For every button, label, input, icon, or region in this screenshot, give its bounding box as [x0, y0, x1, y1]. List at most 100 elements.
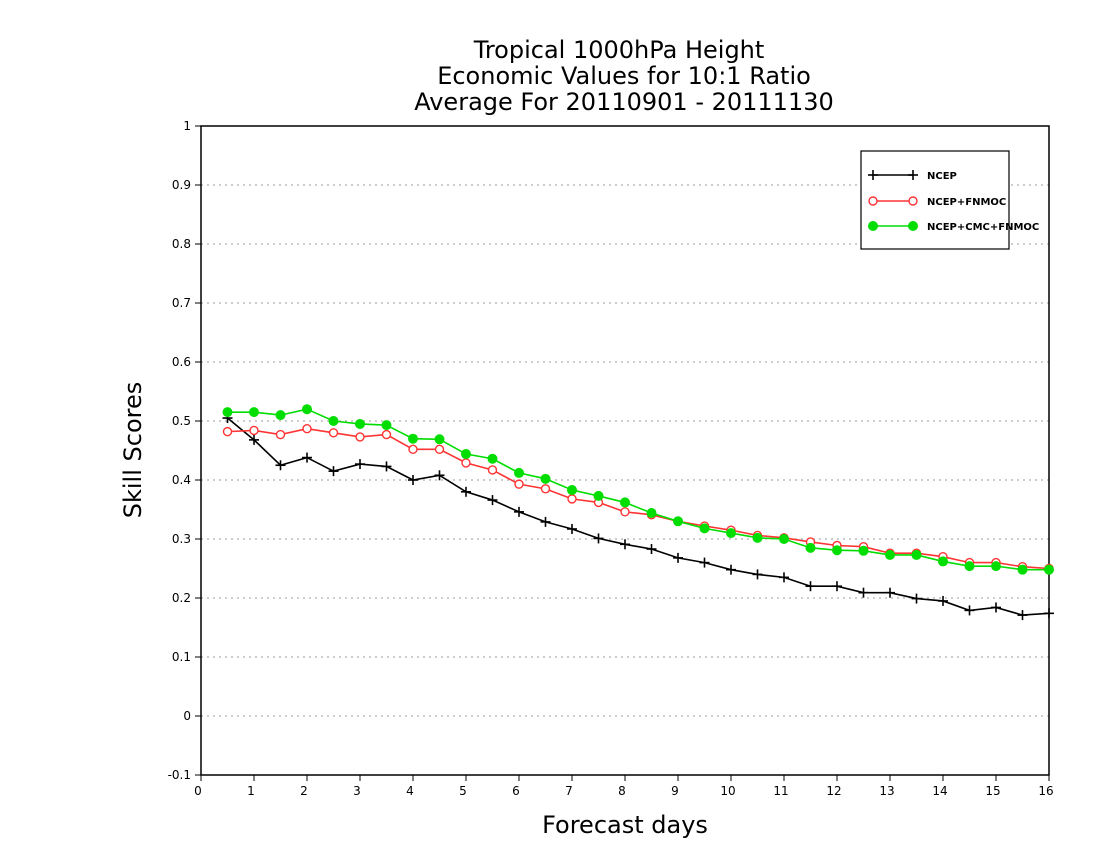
data-point-ncep	[355, 459, 365, 470]
data-point-ncep	[964, 605, 975, 616]
data-point-ncep-cmc-fnmoc	[487, 453, 498, 464]
x-tick-label: 1	[247, 784, 255, 798]
data-point-ncep-cmc-fnmoc	[911, 549, 922, 560]
data-point-ncep	[487, 495, 498, 506]
data-point-ncep-cmc-fnmoc	[673, 516, 683, 527]
data-point-ncep-cmc-fnmoc	[832, 545, 842, 556]
y-tick-label: 0.1	[172, 650, 191, 664]
data-point-ncep	[567, 523, 577, 534]
x-tick-label: 8	[618, 784, 626, 798]
data-point-ncep-fnmoc	[408, 444, 418, 455]
data-point-ncep	[540, 516, 551, 527]
data-point-ncep-cmc-fnmoc	[938, 556, 948, 567]
data-point-ncep	[752, 569, 763, 580]
x-tick-label: 5	[459, 784, 467, 798]
x-tick-label: 9	[671, 784, 679, 798]
data-point-ncep-fnmoc	[434, 444, 445, 455]
y-tick-label: 0.3	[172, 532, 191, 546]
legend-marker	[908, 196, 918, 206]
data-point-ncep	[779, 572, 789, 583]
y-tick-label: 0.4	[172, 473, 191, 487]
series-line-ncep	[226, 417, 1050, 616]
data-point-ncep-cmc-fnmoc	[646, 508, 657, 519]
data-point-ncep	[673, 552, 683, 563]
data-point-ncep	[434, 470, 445, 481]
x-tick-label: 12	[826, 784, 841, 798]
data-point-ncep-cmc-fnmoc	[1017, 564, 1028, 575]
data-point-ncep	[461, 486, 471, 497]
y-axis-title: Skill Scores	[119, 382, 147, 519]
data-point-ncep-cmc-fnmoc	[964, 561, 975, 572]
data-point-ncep-cmc-fnmoc	[355, 418, 365, 429]
series-ncep-cmc-fnmoc	[222, 404, 1054, 575]
x-axis: 0 1 2 3 4 5 6 7 8 9 10 11 12 13 14 15 16	[194, 775, 1054, 798]
data-point-ncep	[275, 460, 286, 471]
legend-marker	[908, 221, 918, 231]
x-tick-label: 15	[985, 784, 1000, 798]
data-point-ncep-cmc-fnmoc	[514, 467, 524, 478]
grid	[201, 184, 1049, 717]
data-point-ncep-fnmoc	[461, 458, 471, 468]
data-point-ncep	[593, 533, 604, 544]
legend-item-ncep-fnmoc: NCEP+FNMOC	[868, 196, 1006, 208]
data-point-ncep-fnmoc	[328, 428, 339, 438]
y-tick-label: 0.5	[172, 414, 191, 428]
data-point-ncep-cmc-fnmoc	[593, 490, 604, 501]
y-tick-label: 0.2	[172, 591, 191, 605]
data-point-ncep	[699, 557, 710, 568]
title-line-1: Tropical 1000hPa Height	[473, 36, 765, 64]
y-tick-label: 0.9	[172, 178, 191, 192]
data-point-ncep-cmc-fnmoc	[752, 532, 763, 543]
data-point-ncep-cmc-fnmoc	[567, 485, 577, 496]
legend-label: NCEP	[927, 171, 957, 182]
x-tick-label: 6	[512, 784, 520, 798]
data-point-ncep-cmc-fnmoc	[222, 407, 233, 418]
legend: NCEP NCEP+FNMOC NCEP+CMC+FNMOC	[860, 150, 1039, 250]
data-point-ncep-cmc-fnmoc	[620, 497, 630, 508]
data-point-ncep-fnmoc	[514, 479, 524, 489]
data-point-ncep	[805, 581, 816, 592]
data-point-ncep	[1017, 610, 1028, 621]
x-axis-title: Forecast days	[542, 811, 708, 839]
data-point-ncep-fnmoc	[302, 423, 312, 434]
data-point-ncep-cmc-fnmoc	[805, 542, 816, 553]
x-tick-label: 16	[1038, 784, 1053, 798]
data-point-ncep-fnmoc	[249, 425, 259, 436]
series-line-ncep-fnmoc	[227, 427, 1050, 570]
series-ncep-fnmoc	[222, 423, 1054, 574]
legend-box	[860, 150, 1010, 250]
x-tick-label: 3	[353, 784, 361, 798]
x-tick-label: 7	[565, 784, 573, 798]
data-point-ncep-cmc-fnmoc	[328, 416, 339, 426]
data-point-ncep	[620, 539, 630, 550]
data-point-ncep	[991, 602, 1001, 613]
y-tick-label: 1	[183, 119, 191, 133]
data-point-ncep	[938, 595, 948, 606]
series-ncep	[222, 413, 1054, 621]
data-point-ncep	[885, 587, 895, 598]
x-tick-label: 13	[879, 784, 894, 798]
data-point-ncep	[646, 544, 657, 555]
data-point-ncep-cmc-fnmoc	[434, 434, 445, 445]
data-point-ncep-cmc-fnmoc	[726, 528, 736, 539]
data-point-ncep-cmc-fnmoc	[540, 473, 551, 484]
data-point-ncep-cmc-fnmoc	[885, 549, 895, 560]
data-point-ncep-cmc-fnmoc	[249, 407, 259, 418]
x-tick-label: 2	[300, 784, 308, 798]
legend-marker	[868, 170, 878, 180]
data-point-ncep-fnmoc	[381, 429, 392, 440]
data-point-ncep-fnmoc	[275, 429, 286, 440]
data-point-ncep	[1044, 608, 1054, 619]
data-point-ncep	[726, 564, 736, 575]
series-layer	[222, 404, 1054, 621]
legend-item-ncep-cmc-fnmoc: NCEP+CMC+FNMOC	[868, 221, 1039, 233]
data-point-ncep	[514, 506, 524, 517]
y-tick-label: -0.1	[168, 768, 191, 782]
y-axis: -0.1 0 0.1 0.2 0.3 0.4 0.5 0.6 0.7 0.8 0.9 1	[168, 119, 201, 782]
legend-marker	[868, 196, 878, 206]
legend-label: NCEP+CMC+FNMOC	[927, 222, 1039, 233]
chart-title: Tropical 1000hPa Height Economic Values …	[414, 36, 834, 116]
legend-item-ncep: NCEP	[868, 170, 957, 182]
data-point-ncep	[911, 593, 922, 604]
y-tick-label: 0.8	[172, 237, 191, 251]
